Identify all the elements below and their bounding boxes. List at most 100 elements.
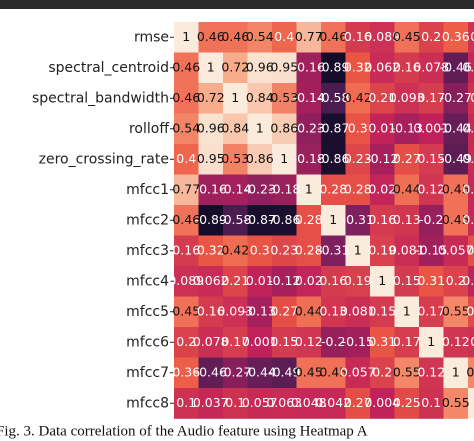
cell-label: -0.27 [219,364,251,379]
cell [296,296,322,328]
cell [272,22,297,53]
cell-label: 0.02 [295,273,323,288]
cell-label: -0.27 [440,90,472,105]
cell-label: 0.16 [344,29,372,44]
cell [419,174,444,206]
cell-label: 0.23 [270,242,298,257]
cell-label: 0.36 [442,29,470,44]
cell [370,205,395,236]
cell [272,235,297,267]
cell [468,174,474,206]
cell [223,22,248,53]
cell-label: -0.31 [317,242,349,257]
cell-label: 1 [354,242,362,257]
cell [174,235,199,267]
cell-label: 0.093 [217,303,253,318]
cell-label: 0.95 [270,59,298,74]
cell [198,296,224,328]
cell [443,144,469,175]
cell-label: -0.16 [293,59,325,74]
cell-label: 0.21 [368,90,396,105]
cell-label: 0.12 [295,334,323,349]
cell-label: 0.12 [417,364,445,379]
cell [247,388,273,419]
cell [247,144,273,175]
cell [272,388,297,419]
cell-label: 0.057 [340,364,376,379]
cell [468,205,474,236]
cell [419,52,444,84]
cell [468,266,474,297]
cell-label: 0.16 [393,59,421,74]
row-label: mfcc3 [126,243,169,259]
cell-label: -0.18 [268,181,300,196]
cell [468,235,474,267]
cell-label: 0.062 [364,59,400,74]
cell [419,327,444,358]
cell [443,388,469,419]
cell [247,22,273,53]
cell [223,266,248,297]
cell [272,52,297,84]
cell-label: 0.28 [295,212,323,227]
cell-label: 0.15 [417,151,445,166]
cell [321,22,346,53]
cell-label: 0.057 [462,120,474,135]
cell [370,388,395,419]
cell-label: 0.21 [221,273,249,288]
cell [223,113,248,145]
row-label: mfcc5 [126,304,169,320]
cell [394,144,420,175]
row-label: rolloff [129,121,169,137]
cell [174,357,199,389]
cell [321,388,346,419]
cell-label: 0.12 [442,334,470,349]
cell-label: -0.18 [293,151,325,166]
cell-label: 0.037 [193,395,229,410]
cell-label: 0.25 [393,395,421,410]
cell [394,174,420,206]
cell-label: -0.58 [317,90,349,105]
cell-label: -0.44 [244,364,276,379]
cell [394,266,420,297]
cell [296,144,322,175]
cell-label: 0.46 [172,90,200,105]
cell-label: 0.004 [364,395,400,410]
cell [321,235,346,267]
cell-label: 0.004 [462,273,474,288]
cell-label: 0.72 [221,59,249,74]
cell [345,22,371,53]
cell-label: -0.2 [419,212,443,227]
cell-label: -0.58 [219,212,251,227]
cell-label: 0.86 [246,151,274,166]
cell-label: 0.057 [438,242,474,257]
cell-label: -0.86 [268,212,300,227]
cell-label: 0.3 [348,120,368,135]
cell-label: 0.32 [344,59,372,74]
cell-label: 1 [305,181,313,196]
cell [296,235,322,267]
cell [247,174,273,206]
cell [419,266,444,297]
cell-label: 0.001 [242,334,278,349]
cell [247,327,273,358]
cell-label: 0.048 [462,181,474,196]
row-label: mfcc2 [126,212,169,228]
cell [468,144,474,175]
cell [174,205,199,236]
cell [247,52,273,84]
cell-label: 0.31 [417,273,445,288]
cell [394,235,420,267]
cell-label: 0.042 [462,212,474,227]
cell [174,52,199,84]
cell-label: 0.02 [368,181,396,196]
cell [443,296,469,328]
caption: Fig. 3. Data correlation of the Audio fe… [0,423,368,439]
cell-label: 0.13 [393,212,421,227]
cell-label: 0.089 [168,273,204,288]
row-label: mfcc8 [126,395,169,411]
cell [272,266,297,297]
cell-label: 0.16 [197,303,225,318]
cell [443,174,469,206]
